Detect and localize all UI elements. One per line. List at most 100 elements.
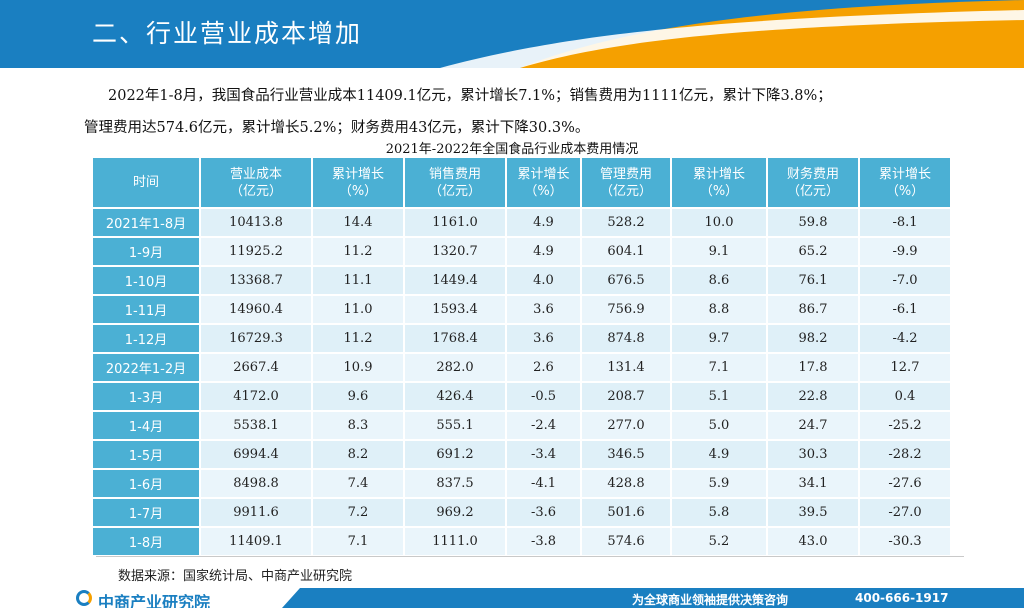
cell-operating-cost: 5538.1 <box>201 412 311 439</box>
cell-sales-expense: 1768.4 <box>405 325 505 352</box>
intro-line-2: 管理费用达574.6亿元，累计增长5.2%；财务费用43亿元，累计下降30.3%… <box>84 120 590 136</box>
cell-operating-cost: 11925.2 <box>201 238 311 265</box>
cell-period: 1-8月 <box>93 528 199 555</box>
divider <box>96 556 964 557</box>
cell-finance-expense: 59.8 <box>768 209 858 236</box>
cell-period: 2022年1-2月 <box>93 354 199 381</box>
data-source: 数据来源：国家统计局、中商产业研究院 <box>118 569 353 584</box>
cell-finance-expense: 65.2 <box>768 238 858 265</box>
header-operating-cost: 营业成本 （亿元） <box>201 158 311 207</box>
cell-operating-cost-growth: 7.1 <box>313 528 403 555</box>
cell-operating-cost-growth: 11.0 <box>313 296 403 323</box>
cell-admin-expense: 428.8 <box>582 470 670 497</box>
cell-operating-cost-growth: 7.2 <box>313 499 403 526</box>
cell-operating-cost-growth: 11.1 <box>313 267 403 294</box>
cell-admin-expense: 528.2 <box>582 209 670 236</box>
cell-admin-expense-growth: 5.8 <box>672 499 766 526</box>
cell-sales-expense-growth: -3.8 <box>507 528 580 555</box>
cell-admin-expense: 574.6 <box>582 528 670 555</box>
intro-paragraph: 2022年1-8月，我国食品行业营业成本11409.1亿元，累计增长7.1%；销… <box>84 80 988 144</box>
table-row: 1-9月 11925.2 11.2 1320.7 4.9 604.1 9.1 65.2 -9.9 <box>93 238 950 265</box>
cell-operating-cost-growth: 9.6 <box>313 383 403 410</box>
cell-admin-expense: 277.0 <box>582 412 670 439</box>
cell-period: 1-3月 <box>93 383 199 410</box>
cell-sales-expense-growth: 4.9 <box>507 238 580 265</box>
header-sales-expense: 销售费用 （亿元） <box>405 158 505 207</box>
cell-period: 1-11月 <box>93 296 199 323</box>
cell-admin-expense-growth: 8.8 <box>672 296 766 323</box>
cell-period: 2021年1-8月 <box>93 209 199 236</box>
cell-finance-expense-growth: -27.6 <box>860 470 950 497</box>
cell-operating-cost: 6994.4 <box>201 441 311 468</box>
footer-phone: 400-666-1917 <box>855 591 949 605</box>
cell-sales-expense: 1449.4 <box>405 267 505 294</box>
cell-finance-expense: 24.7 <box>768 412 858 439</box>
cell-operating-cost: 4172.0 <box>201 383 311 410</box>
cell-operating-cost-growth: 10.9 <box>313 354 403 381</box>
cell-finance-expense: 98.2 <box>768 325 858 352</box>
table-row: 1-6月 8498.8 7.4 837.5 -4.1 428.8 5.9 34.1 -27.6 <box>93 470 950 497</box>
cell-operating-cost: 11409.1 <box>201 528 311 555</box>
cell-admin-expense: 208.7 <box>582 383 670 410</box>
footer-slogan: 为全球商业领袖提供决策咨询 <box>632 593 789 607</box>
cell-sales-expense: 1161.0 <box>405 209 505 236</box>
cell-operating-cost: 8498.8 <box>201 470 311 497</box>
header-operating-cost-growth: 累计增长 （%） <box>313 158 403 207</box>
cell-sales-expense: 1320.7 <box>405 238 505 265</box>
cell-admin-expense: 346.5 <box>582 441 670 468</box>
cell-finance-expense-growth: 12.7 <box>860 354 950 381</box>
table-row: 1-8月 11409.1 7.1 1111.0 -3.8 574.6 5.2 43.0 -30.… <box>93 528 950 555</box>
cell-admin-expense-growth: 8.6 <box>672 267 766 294</box>
cell-finance-expense-growth: -4.2 <box>860 325 950 352</box>
header-finance-expense-growth: 累计增长 （%） <box>860 158 950 207</box>
cell-operating-cost: 13368.7 <box>201 267 311 294</box>
cell-sales-expense-growth: -0.5 <box>507 383 580 410</box>
cell-finance-expense-growth: -7.0 <box>860 267 950 294</box>
header-period: 时间 <box>93 158 199 207</box>
cell-admin-expense: 131.4 <box>582 354 670 381</box>
cell-sales-expense-growth: -4.1 <box>507 470 580 497</box>
cell-admin-expense-growth: 5.1 <box>672 383 766 410</box>
cell-period: 1-9月 <box>93 238 199 265</box>
cell-operating-cost-growth: 8.2 <box>313 441 403 468</box>
table-row: 1-5月 6994.4 8.2 691.2 -3.4 346.5 4.9 30.3 -28.2 <box>93 441 950 468</box>
company-logo-icon <box>76 590 92 606</box>
footer-bar <box>282 588 1024 608</box>
cell-sales-expense: 1111.0 <box>405 528 505 555</box>
cell-operating-cost-growth: 7.4 <box>313 470 403 497</box>
cell-sales-expense-growth: -2.4 <box>507 412 580 439</box>
cost-expense-table: 时间 营业成本 （亿元） 累计增长 （%） 销售费用 （亿元） 累计增长 （%） 管理费… <box>91 156 952 557</box>
cell-finance-expense: 39.5 <box>768 499 858 526</box>
cell-admin-expense-growth: 9.7 <box>672 325 766 352</box>
table-row: 2021年1-8月 10413.8 14.4 1161.0 4.9 528.2 10.0 59… <box>93 209 950 236</box>
cell-finance-expense: 22.8 <box>768 383 858 410</box>
header-background <box>0 0 1024 68</box>
cell-finance-expense-growth: -25.2 <box>860 412 950 439</box>
cell-sales-expense: 282.0 <box>405 354 505 381</box>
table-title: 2021年-2022年全国食品行业成本费用情况 <box>385 142 639 157</box>
cell-sales-expense: 555.1 <box>405 412 505 439</box>
cell-period: 1-10月 <box>93 267 199 294</box>
cell-finance-expense-growth: -8.1 <box>860 209 950 236</box>
cell-operating-cost: 16729.3 <box>201 325 311 352</box>
table-row: 1-4月 5538.1 8.3 555.1 -2.4 277.0 5.0 24.7 -25.2 <box>93 412 950 439</box>
cell-admin-expense-growth: 7.1 <box>672 354 766 381</box>
cell-finance-expense-growth: -28.2 <box>860 441 950 468</box>
table-body: 2021年1-8月 10413.8 14.4 1161.0 4.9 528.2 10.0 59… <box>93 209 950 555</box>
cell-sales-expense-growth: 3.6 <box>507 325 580 352</box>
cell-sales-expense: 691.2 <box>405 441 505 468</box>
page-title: 二、行业营业成本增加 <box>92 19 363 48</box>
table-header-row: 时间 营业成本 （亿元） 累计增长 （%） 销售费用 （亿元） 累计增长 （%） 管理费… <box>93 158 950 207</box>
cell-operating-cost: 10413.8 <box>201 209 311 236</box>
intro-line-1: 2022年1-8月，我国食品行业营业成本11409.1亿元，累计增长7.1%；销… <box>108 88 832 104</box>
cell-sales-expense-growth: 2.6 <box>507 354 580 381</box>
cell-finance-expense-growth: -30.3 <box>860 528 950 555</box>
cell-period: 1-12月 <box>93 325 199 352</box>
cell-operating-cost-growth: 8.3 <box>313 412 403 439</box>
cell-sales-expense: 969.2 <box>405 499 505 526</box>
cell-finance-expense: 30.3 <box>768 441 858 468</box>
cell-admin-expense: 604.1 <box>582 238 670 265</box>
table-row: 1-3月 4172.0 9.6 426.4 -0.5 208.7 5.1 22.8 0.4 <box>93 383 950 410</box>
cell-sales-expense-growth: 4.9 <box>507 209 580 236</box>
header-sales-expense-growth: 累计增长 （%） <box>507 158 580 207</box>
